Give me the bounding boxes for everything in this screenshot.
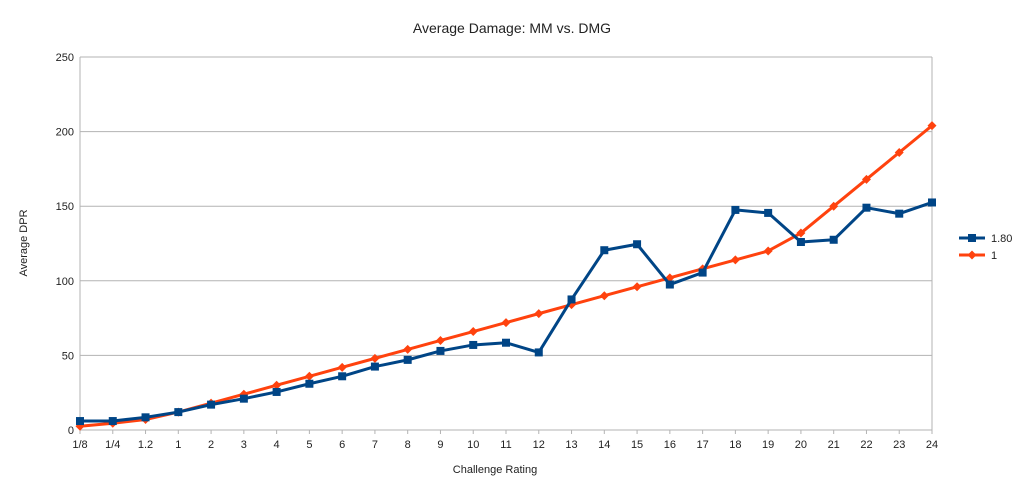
data-point — [534, 309, 544, 319]
data-point — [968, 234, 976, 242]
data-point — [272, 387, 281, 396]
x-tick-label: 1 — [175, 439, 181, 451]
x-tick-label: 1.2 — [138, 439, 153, 451]
x-tick-label: 21 — [828, 439, 840, 451]
data-point — [862, 203, 871, 212]
x-tick-label: 7 — [372, 439, 378, 451]
data-point — [894, 147, 904, 157]
data-point — [599, 291, 609, 301]
y-tick-label: 250 — [56, 52, 74, 64]
x-tick-label: 11 — [500, 439, 511, 451]
data-point — [370, 353, 380, 363]
data-point — [829, 201, 839, 211]
x-tick-label: 3 — [241, 439, 247, 451]
data-point — [141, 413, 150, 422]
series-line — [79, 124, 933, 428]
x-tick-label: 2 — [208, 439, 214, 451]
x-tick-label: 24 — [926, 439, 938, 451]
y-axis-label: Average DPR — [18, 209, 30, 276]
data-point — [967, 250, 977, 260]
x-tick-label: 10 — [467, 439, 479, 451]
data-point — [665, 280, 674, 289]
data-point — [731, 205, 740, 214]
data-point — [502, 338, 510, 347]
data-point — [632, 282, 642, 292]
data-point — [305, 379, 314, 388]
data-point — [108, 417, 117, 426]
x-tick-label: 8 — [405, 439, 411, 451]
data-point — [76, 417, 84, 426]
data-point — [534, 348, 543, 357]
data-point — [272, 380, 282, 390]
data-point — [239, 394, 248, 403]
x-tick-label: 16 — [664, 439, 676, 451]
grid — [79, 56, 933, 431]
x-tick-label: 15 — [631, 439, 643, 451]
legend: 1.80 1 — [959, 233, 1012, 262]
data-point — [501, 318, 511, 328]
x-tick-label: 1/8 — [72, 439, 87, 451]
x-tick-label: 6 — [339, 439, 345, 451]
data-point — [764, 208, 773, 217]
x-tick-label: 5 — [306, 439, 312, 451]
data-point — [927, 121, 937, 131]
data-point — [600, 246, 609, 255]
x-tick-label: 4 — [274, 439, 280, 451]
legend-label: 1 — [991, 250, 997, 262]
x-tick-label: 13 — [565, 439, 577, 451]
data-point — [304, 371, 314, 381]
x-axis-label: Challenge Rating — [453, 464, 537, 476]
x-tick-label: 1/4 — [105, 439, 120, 451]
data-point — [796, 228, 806, 238]
data-point — [698, 268, 707, 277]
data-point — [403, 344, 413, 354]
y-tick-label: 200 — [56, 127, 74, 139]
x-tick-label: 23 — [893, 439, 905, 451]
y-tick-label: 150 — [56, 201, 74, 213]
x-tick-label: 22 — [860, 439, 872, 451]
data-point — [338, 372, 347, 381]
data-point — [403, 355, 412, 364]
data-point — [435, 335, 445, 345]
data-point — [469, 340, 478, 349]
data-point — [796, 238, 805, 247]
y-tick-label: 0 — [68, 425, 74, 437]
x-tick-label: 12 — [533, 439, 545, 451]
x-tick-label: 18 — [729, 439, 741, 451]
x-tick-label: 20 — [795, 439, 807, 451]
data-point — [207, 400, 216, 409]
data-point — [928, 198, 936, 207]
data-point — [174, 408, 183, 417]
x-tick-label: 14 — [598, 439, 610, 451]
data-point — [861, 174, 871, 184]
x-tick-label: 17 — [696, 439, 708, 451]
data-point — [633, 240, 642, 249]
x-tick-label: 19 — [762, 439, 774, 451]
data-point — [829, 235, 838, 244]
series-line — [80, 201, 933, 423]
chart-title: Average Damage: MM vs. DMG — [413, 20, 611, 36]
data-point — [763, 246, 773, 256]
data-point — [337, 362, 347, 372]
data-point — [436, 346, 445, 355]
data-point — [730, 255, 740, 265]
y-tick-label: 100 — [56, 276, 74, 288]
data-point — [370, 362, 379, 371]
legend-label: 1.80 — [991, 233, 1012, 245]
data-point — [567, 295, 576, 304]
y-tick-label: 50 — [62, 350, 74, 362]
series — [75, 121, 937, 431]
x-tick-label: 9 — [437, 439, 443, 451]
data-point — [895, 209, 904, 218]
data-point — [468, 327, 478, 337]
